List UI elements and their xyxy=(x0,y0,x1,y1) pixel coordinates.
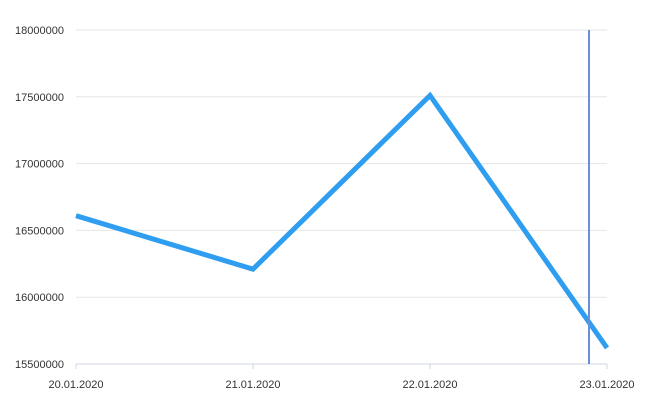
y-tick-label: 16000000 xyxy=(15,292,64,304)
y-axis-tick-labels: 15500000 16000000 16500000 17000000 17500000… xyxy=(15,25,64,371)
axes xyxy=(75,363,608,369)
y-tick-label: 18000000 xyxy=(15,25,64,37)
y-tick-label: 17500000 xyxy=(15,92,64,104)
y-tick-label: 15500000 xyxy=(15,359,64,371)
gridlines xyxy=(76,29,607,298)
x-axis-tick-labels: 20.01.2020 21.01.2020 22.01.2020 23.01.2020 xyxy=(48,379,634,391)
y-tick-label: 16500000 xyxy=(15,225,64,237)
x-tick-label: 23.01.2020 xyxy=(579,379,634,391)
x-tick-label: 20.01.2020 xyxy=(48,379,103,391)
x-tick-label: 21.01.2020 xyxy=(225,379,280,391)
x-tick-label: 22.01.2020 xyxy=(402,379,457,391)
series-lines xyxy=(75,91,610,350)
series-line xyxy=(75,91,610,350)
y-tick-label: 17000000 xyxy=(15,159,64,171)
